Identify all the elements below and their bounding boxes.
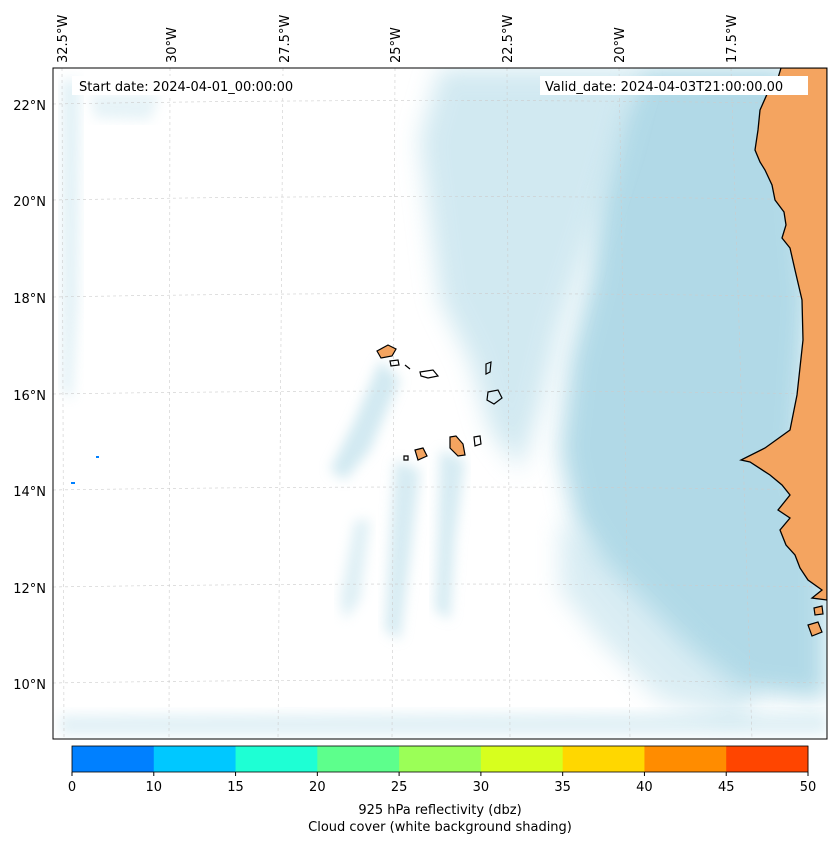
- colorbar: 0 10 15 20 25 30 35 40 45 50 925 hPa reflectivity…: [68, 745, 817, 835]
- colorbar-bin: [644, 746, 727, 772]
- lon-label: 17.5°W: [725, 15, 740, 63]
- lon-label: 32.5°W: [56, 15, 71, 63]
- colorbar-tick-label: 10: [146, 780, 163, 795]
- lat-label: 12°N: [13, 582, 46, 597]
- bijagos-islands: [807, 605, 824, 637]
- colorbar-tick-label: 35: [554, 780, 571, 795]
- colorbar-bin: [726, 746, 809, 772]
- colorbar-bin: [153, 746, 237, 772]
- lat-label: 14°N: [13, 485, 46, 500]
- valid-date-label: Valid_date: 2024-04-03T21:00:00.00: [545, 80, 783, 95]
- colorbar-label: 925 hPa reflectivity (dbz): [358, 803, 521, 818]
- colorbar-tick-label: 15: [227, 780, 244, 795]
- lon-label: 22.5°W: [501, 15, 516, 63]
- graticule: [53, 68, 827, 739]
- lat-label: 18°N: [13, 292, 46, 307]
- map-frame: [52, 67, 828, 740]
- lat-label: 16°N: [13, 389, 46, 404]
- colorbar-bin: [480, 746, 564, 772]
- colorbar-bin: [399, 746, 482, 772]
- colorbar-tick-label: 30: [473, 780, 490, 795]
- lon-label: 27.5°W: [278, 15, 293, 63]
- start-date-label: Start date: 2024-04-01_00:00:00: [79, 80, 293, 95]
- lon-label: 25°W: [389, 27, 404, 63]
- africa-land: [739, 68, 827, 601]
- colorbar-bin: [317, 746, 400, 772]
- colorbar-bin: [72, 746, 155, 772]
- colorbar-tick-label: 20: [309, 780, 326, 795]
- reflectivity-cell: [71, 482, 75, 484]
- colorbar-bin: [562, 746, 645, 772]
- colorbar-bin: [235, 746, 318, 772]
- colorbar-tick-label: 45: [718, 780, 735, 795]
- lon-label: 30°W: [165, 27, 180, 63]
- cape-verde-islands: [376, 344, 503, 461]
- reflectivity-cell: [96, 456, 99, 458]
- lon-label: 20°W: [613, 27, 628, 63]
- colorbar-tick-label: 40: [636, 780, 653, 795]
- colorbar-tick-label: 0: [68, 780, 76, 795]
- lat-label: 22°N: [13, 99, 46, 114]
- colorbar-tick-label: 25: [391, 780, 408, 795]
- colorbar-sublabel: Cloud cover (white background shading): [308, 820, 572, 835]
- colorbar-tick-label: 50: [800, 780, 817, 795]
- lat-label: 20°N: [13, 195, 46, 210]
- lat-label: 10°N: [13, 678, 46, 693]
